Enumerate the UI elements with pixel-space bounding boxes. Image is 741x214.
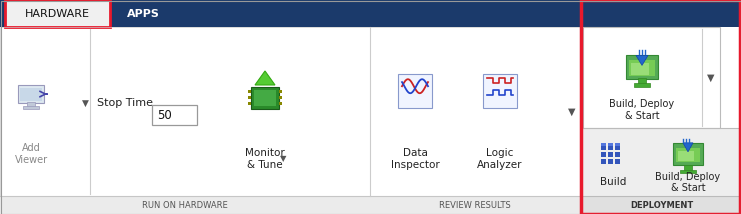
Text: HARDWARE: HARDWARE [25, 9, 90, 18]
Bar [23, 106, 39, 109]
Bar [27, 102, 35, 107]
Text: Logic
Analyzer: Logic Analyzer [477, 148, 522, 170]
Bar [678, 151, 694, 161]
Bar [583, 27, 740, 196]
Text: RUN ON HARDWARE: RUN ON HARDWARE [142, 201, 228, 210]
Bar [0, 196, 741, 214]
Bar [608, 152, 613, 157]
Text: 50: 50 [157, 108, 172, 122]
Bar [629, 60, 655, 76]
Bar [0, 27, 741, 196]
Bar [248, 102, 251, 105]
Bar [638, 78, 646, 84]
Bar [5, 0, 110, 27]
Bar [676, 148, 700, 162]
Bar [398, 74, 432, 108]
Bar [581, 0, 740, 214]
Bar [615, 143, 620, 146]
Bar [279, 96, 282, 99]
Text: ▼: ▼ [707, 73, 715, 83]
Bar [152, 105, 197, 125]
Bar [601, 152, 606, 157]
Bar [483, 74, 517, 108]
Bar [0, 27, 370, 196]
Bar [615, 152, 620, 157]
Text: ▼: ▼ [82, 99, 88, 108]
Bar [608, 159, 613, 164]
Bar [20, 88, 42, 101]
Text: Data
Inspector: Data Inspector [391, 148, 439, 170]
Bar [680, 170, 696, 173]
Bar [608, 145, 613, 150]
Bar [279, 102, 282, 105]
Bar [583, 196, 740, 214]
Bar [370, 27, 580, 196]
Bar [279, 90, 282, 93]
Text: REVIEW RESULTS: REVIEW RESULTS [439, 201, 511, 210]
Bar [583, 128, 740, 196]
Bar [254, 90, 276, 106]
Bar [601, 143, 606, 146]
Text: ▼: ▼ [568, 107, 576, 116]
Bar [18, 85, 44, 103]
Bar [615, 145, 620, 150]
Bar [626, 55, 658, 79]
Text: Build, Deploy
& Start: Build, Deploy & Start [609, 99, 674, 121]
Text: Build: Build [599, 177, 626, 187]
Bar [615, 159, 620, 164]
Text: Stop Time: Stop Time [97, 98, 153, 108]
Bar [634, 83, 650, 87]
Bar [601, 145, 606, 150]
Text: Add
Viewer: Add Viewer [14, 143, 47, 165]
Bar [583, 27, 720, 128]
Bar [673, 143, 703, 165]
Text: APPS: APPS [127, 9, 159, 18]
Text: Build, Deploy
& Start: Build, Deploy & Start [656, 172, 720, 193]
Bar [684, 165, 692, 170]
Bar [608, 143, 613, 146]
Polygon shape [636, 55, 648, 65]
Text: DEPLOYMENT: DEPLOYMENT [630, 201, 693, 210]
Bar [251, 87, 279, 109]
Polygon shape [255, 71, 275, 85]
Polygon shape [683, 143, 693, 152]
Bar [601, 159, 606, 164]
Bar [0, 0, 741, 27]
Text: ▼: ▼ [280, 154, 286, 163]
Bar [248, 90, 251, 93]
Bar [631, 63, 649, 75]
Text: Monitor
& Tune: Monitor & Tune [245, 148, 285, 170]
Bar [248, 96, 251, 99]
